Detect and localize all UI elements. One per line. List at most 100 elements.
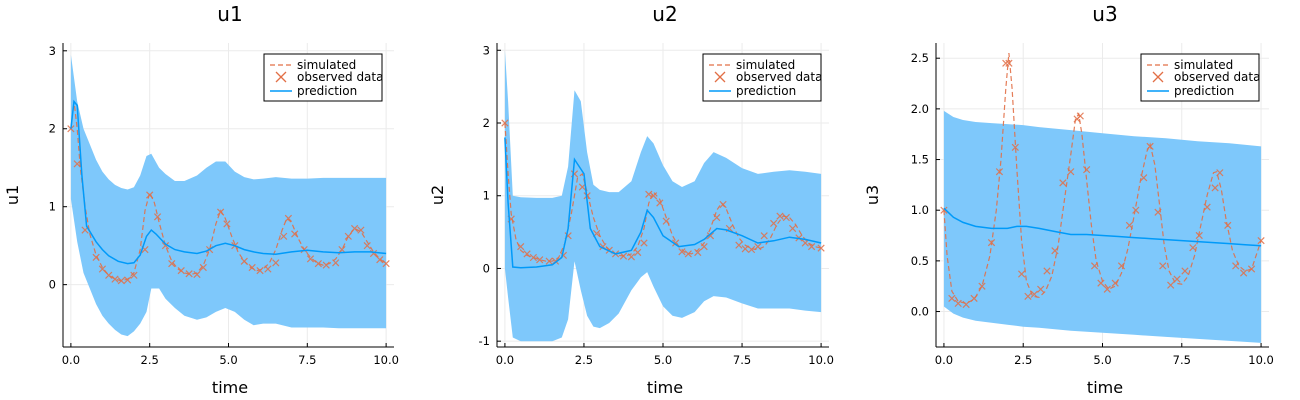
observed-point [1154, 208, 1162, 216]
observed-point [713, 213, 721, 222]
observed-point [1059, 179, 1067, 187]
panel-u3: u3 0.0 2.5 5.0 7.5 10.0 0.0 0.5 1.0 1.5 2.0 2.5 t… [863, 2, 1274, 397]
y-tick-label: -1 [479, 334, 490, 348]
y-axis-label: u1 [3, 185, 22, 205]
observed-point [1195, 231, 1203, 240]
observed-point [92, 253, 100, 261]
observed-point [962, 300, 970, 309]
observed-point [706, 232, 715, 240]
observed-point [256, 266, 264, 275]
uncertainty-band [70, 54, 387, 337]
x-axis-label: time [647, 378, 683, 397]
legend: simulated observed data prediction [263, 53, 383, 102]
observed-point [240, 257, 248, 265]
observed-point [168, 259, 176, 268]
observed-point [67, 125, 75, 133]
observed-point [123, 276, 132, 284]
observed-point [1030, 290, 1038, 298]
legend-observed-label: observed data [297, 70, 383, 84]
x-tick-label: 2.5 [575, 353, 593, 367]
observed-point [98, 265, 107, 273]
y-tick-label: 3 [483, 43, 490, 57]
observed-point [161, 242, 170, 250]
prediction-line [943, 207, 1262, 247]
observed-point [350, 224, 359, 233]
observed-point [1090, 262, 1099, 270]
observed-point [382, 259, 390, 268]
simulated-series [70, 101, 387, 282]
panel-u1: u1 0.0 2.5 5.0 7.5 10.0 0 1 2 3 time u1 simulat… [3, 2, 399, 397]
panel-title: u3 [1092, 2, 1117, 26]
legend-prediction-label: prediction [1174, 84, 1234, 98]
observed-point [501, 119, 509, 127]
x-tick-label: 10.0 [373, 353, 399, 367]
legend-observed-swatch [275, 71, 287, 83]
observed-point [987, 239, 996, 247]
legend-simulated-label: simulated [736, 58, 795, 72]
uncertainty-band [943, 110, 1262, 343]
x-tick-label: 2.5 [141, 353, 159, 367]
prediction-line [504, 137, 822, 269]
observed-point [1167, 281, 1175, 289]
observed-point [1146, 142, 1154, 150]
observed-point [306, 255, 315, 263]
y-tick-label: 0 [49, 278, 56, 292]
legend-box [1140, 53, 1260, 102]
observed-point [735, 241, 743, 249]
observed-point [223, 220, 231, 228]
observed-point [948, 294, 956, 302]
observed-point [1005, 59, 1013, 67]
observed-point [146, 191, 154, 199]
observed-point [1232, 262, 1240, 270]
y-tick-label: 1.5 [911, 153, 929, 167]
y-tick-label: 2 [49, 122, 56, 136]
observed-point [1103, 285, 1111, 293]
observed-point [940, 206, 948, 214]
panel-title: u2 [652, 2, 677, 26]
legend: simulated observed data prediction [1140, 53, 1260, 102]
observed-point [300, 245, 308, 254]
observed-point [529, 253, 537, 262]
prediction-series [504, 137, 822, 269]
y-axis-label: u3 [863, 185, 882, 205]
simulated-line [70, 101, 387, 282]
observed-point [678, 248, 686, 256]
observed-point [314, 259, 322, 268]
panel-title: u1 [217, 2, 242, 26]
observed-point [1125, 221, 1134, 230]
observed-point [153, 213, 162, 221]
legend-box [702, 53, 822, 102]
observed-point [627, 253, 636, 261]
observed-point [640, 239, 648, 247]
observed-point [1132, 206, 1140, 214]
observed-point [789, 224, 797, 233]
x-tick-label: 5.0 [1093, 353, 1111, 367]
observed-point [185, 270, 193, 278]
observed-point [248, 263, 256, 272]
x-tick-label: 7.5 [733, 353, 751, 367]
observed-point [1011, 143, 1019, 151]
observed-point [1024, 292, 1032, 300]
x-tick-label: 0.0 [62, 353, 80, 367]
observed-point [1189, 244, 1197, 252]
panel-u2: u2 0.0 2.5 5.0 7.5 10.0 -1 0 1 2 3 time u2 simul… [428, 2, 834, 397]
y-tick-label: 3 [49, 44, 56, 58]
observed-point [73, 160, 81, 168]
x-tick-label: 10.0 [1248, 353, 1274, 367]
prediction-series [943, 207, 1262, 247]
observed-point [1018, 270, 1026, 278]
simulated-line [504, 122, 822, 262]
observed-point [694, 248, 702, 257]
x-tick-label: 7.5 [298, 353, 316, 367]
observed-point [1083, 166, 1091, 174]
x-tick-label: 0.0 [935, 353, 953, 367]
observed-point [1247, 265, 1256, 273]
y-tick-label: 2 [483, 116, 490, 130]
observed-point [272, 259, 280, 267]
observed-point [536, 256, 544, 264]
observed-point [719, 200, 727, 209]
observed-point [1076, 112, 1084, 120]
y-tick-label: 2.0 [911, 102, 929, 116]
